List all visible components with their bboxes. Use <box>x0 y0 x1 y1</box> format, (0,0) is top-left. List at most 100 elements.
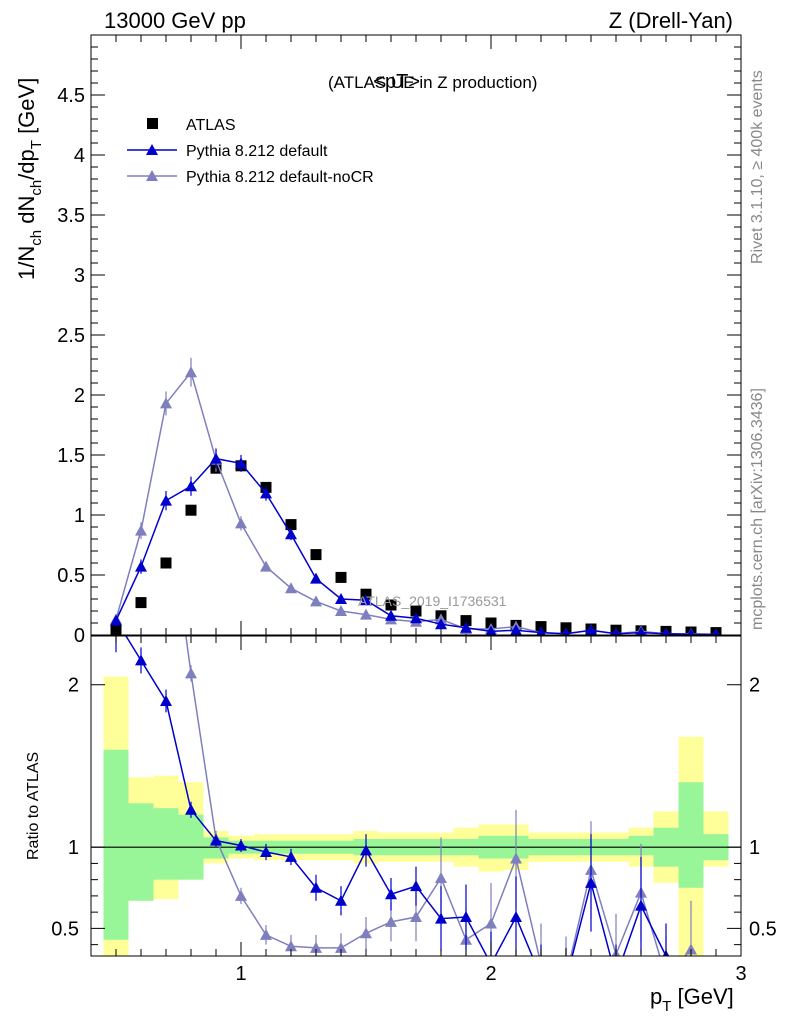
mc-point-default <box>510 624 522 635</box>
band-green <box>103 749 129 940</box>
mc-point-default <box>335 593 347 604</box>
atlas-point <box>135 597 147 609</box>
legend-marker-atlas <box>147 118 158 129</box>
mc-point-nocr <box>335 605 347 616</box>
mc-point-default <box>260 487 272 499</box>
atlas-point <box>460 615 472 627</box>
ratio-point-nocr <box>185 667 197 679</box>
mc-point-nocr <box>260 560 272 572</box>
ratio-point-default <box>160 694 172 706</box>
band-green <box>678 782 704 888</box>
mc-point-default <box>536 626 546 635</box>
atlas-point <box>110 623 122 635</box>
ratio-point-nocr <box>510 852 522 864</box>
band-green <box>153 808 179 880</box>
ratio-point-default <box>185 803 197 815</box>
ratio-point-nocr <box>485 917 497 929</box>
ratio-point-nocr <box>235 889 247 901</box>
ratio-y-tick-label-right: 2 <box>749 675 760 697</box>
ratio-point-default <box>560 974 572 985</box>
ratio-y-tick-label-left: 2 <box>68 675 79 697</box>
legend-label-atlas: ATLAS <box>186 117 236 134</box>
ratio-point-default <box>585 876 597 888</box>
mc-point-default <box>135 560 147 572</box>
mc-point-default <box>235 457 247 469</box>
ratio-point-nocr <box>410 911 422 923</box>
ratio-point-nocr <box>660 971 672 982</box>
ratio-point-default <box>135 654 147 666</box>
ratio-point-nocr <box>435 872 447 884</box>
main-y-tick-label: 2.5 <box>57 325 85 347</box>
legend-label-default: Pythia 8.212 default <box>186 143 328 160</box>
ratio-point-nocr <box>260 928 272 940</box>
mc-point-default <box>662 627 670 635</box>
main-y-tick-label: 3.5 <box>57 205 85 227</box>
mc-point-nocr <box>310 595 322 607</box>
ratio-point-nocr <box>560 971 572 982</box>
mc-point-nocr <box>160 397 172 409</box>
plot-title-sub: (ATLAS UE in Z production) <box>328 73 537 92</box>
ratio-point-nocr <box>135 484 147 495</box>
main-y-tick-label: 0 <box>74 625 85 647</box>
main-y-tick-label: 3 <box>74 265 85 287</box>
mc-point-nocr <box>360 608 372 620</box>
mc-point-nocr <box>285 582 297 594</box>
ratio-y-axis-label: Ratio to ATLAS <box>25 752 42 860</box>
ratio-point-default <box>335 894 347 906</box>
atlas-point <box>410 605 422 617</box>
main-frame <box>90 34 742 636</box>
analysis-watermark: ATLAS_2019_I1736531 <box>358 593 507 609</box>
mc-point-default <box>435 618 447 630</box>
ratio-point-nocr <box>535 958 547 969</box>
main-y-tick-label: 0.5 <box>57 565 85 587</box>
mc-point-default <box>285 528 297 540</box>
x-tick-label: 2 <box>485 963 496 985</box>
mc-point-default <box>360 594 372 606</box>
ratio-point-default <box>510 911 522 923</box>
ratio-point-nocr <box>310 941 322 953</box>
mc-point-default <box>485 625 497 635</box>
ratio-plot-area <box>110 484 697 985</box>
mcplots-label: mcplots.cern.ch [arXiv:1306.3436] <box>749 388 766 630</box>
mc-point-nocr <box>235 517 247 529</box>
mc-point-default <box>160 494 172 506</box>
atlas-point <box>185 504 197 516</box>
header-right: Z (Drell-Yan) <box>609 8 733 33</box>
ratio-frame <box>90 635 742 957</box>
mc-point-default <box>712 628 720 635</box>
legend: ATLAS Pythia 8.212 default Pythia 8.212 … <box>127 117 374 186</box>
atlas-point <box>335 571 347 583</box>
ratio-point-default <box>635 899 647 911</box>
ratio-point-nocr <box>385 915 397 927</box>
ratio-y-tick-label-left: 1 <box>68 837 79 859</box>
main-y-tick-labels: 0 0.5 1 1.5 2 2.5 3 3.5 4 4.5 <box>57 85 85 647</box>
mc-point-default <box>210 452 222 464</box>
ratio-point-default <box>210 834 222 846</box>
ratio-uncertainty-bands <box>91 676 741 956</box>
legend-marker-nocr <box>146 170 158 181</box>
ratio-line-nocr <box>185 636 692 956</box>
atlas-point <box>160 557 172 569</box>
mc-point-default <box>460 621 472 633</box>
ratio-point-default <box>410 880 422 892</box>
ratio-point-default <box>460 911 472 923</box>
mc-point-default <box>410 612 422 624</box>
mc-point-default <box>310 572 322 584</box>
main-y-tick-label: 4.5 <box>57 85 85 107</box>
x-axis-label: pT [GeV] <box>650 984 734 1015</box>
mc-point-default <box>687 628 695 635</box>
header-left: 13000 GeV pp <box>104 8 246 33</box>
mc-point-default <box>110 614 122 626</box>
ratio-point-nocr <box>335 941 347 953</box>
legend-marker-default <box>146 144 158 155</box>
mc-point-default <box>636 626 646 635</box>
main-y-axis-label: 1/Nch dNch/dpT [GeV] <box>14 78 45 280</box>
ratio-point-default <box>360 844 372 856</box>
mc-point-nocr <box>185 366 197 378</box>
ratio-point-default <box>235 839 247 851</box>
ratio-point-nocr <box>110 581 122 592</box>
mc-point-default <box>612 627 620 635</box>
ratio-point-default <box>435 912 447 924</box>
ratio-y-tick-label-left: 0.5 <box>51 918 79 940</box>
